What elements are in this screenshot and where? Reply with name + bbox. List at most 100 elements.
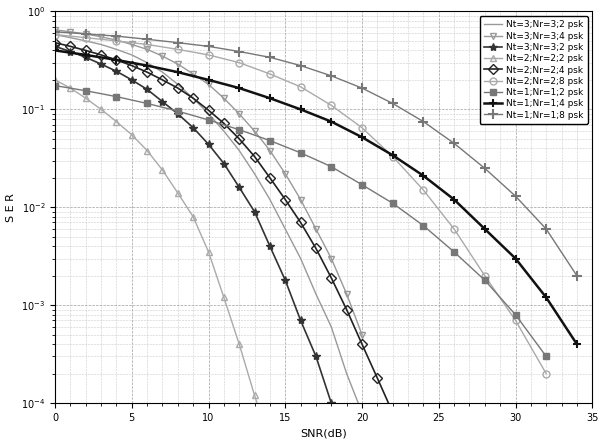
- Nt=1;Nr=1;2 psk: [328, 164, 335, 169]
- Nt=1;Nr=1;8 psk: [451, 141, 458, 146]
- Nt=2;Nr=2;2 psk: [236, 341, 243, 347]
- Nt=2;Nr=2;2 psk: [266, 440, 274, 444]
- Nt=1;Nr=1;4 psk: [266, 95, 274, 101]
- Nt=3;Nr=3;2 psk: [97, 61, 104, 67]
- Nt=3;Nr=3;2 psk: [297, 318, 304, 323]
- Nt=1;Nr=1;2 psk: [512, 312, 519, 317]
- Nt=1;Nr=1;2 psk: [144, 101, 151, 106]
- Nt=3;Nr=3;2 psk: [51, 32, 59, 37]
- Nt=3;Nr=3;2 psk: [174, 111, 181, 116]
- Nt=2;Nr=2;2 psk: [67, 85, 74, 91]
- Nt=2;Nr=2;4 psk: [67, 44, 74, 49]
- Nt=3;Nr=3;4 psk: [174, 61, 181, 67]
- Nt=1;Nr=1;4 psk: [328, 119, 335, 124]
- Nt=2;Nr=2;2 psk: [51, 77, 59, 83]
- Nt=3;Nr=3;2 psk: [51, 44, 59, 49]
- Nt=2;Nr=2;2 psk: [144, 148, 151, 153]
- Nt=1;Nr=1;4 psk: [481, 226, 489, 232]
- Nt=3;Nr=3;4 psk: [97, 34, 104, 40]
- Nt=3;Nr=3;2 psk: [174, 82, 181, 87]
- Nt=1;Nr=1;8 psk: [358, 85, 365, 91]
- Nt=1;Nr=1;4 psk: [573, 341, 580, 347]
- Nt=2;Nr=2;4 psk: [174, 85, 181, 91]
- Nt=2;Nr=2;8 psk: [328, 103, 335, 108]
- Nt=1;Nr=1;8 psk: [174, 40, 181, 45]
- Nt=3;Nr=3;4 psk: [190, 71, 197, 77]
- Nt=1;Nr=1;4 psk: [144, 63, 151, 68]
- Nt=1;Nr=1;2 psk: [82, 88, 89, 93]
- Nt=2;Nr=2;8 psk: [420, 187, 427, 193]
- Nt=2;Nr=2;8 psk: [451, 226, 458, 232]
- Nt=3;Nr=3;2 psk: [190, 95, 197, 101]
- Nt=3;Nr=3;4 psk: [266, 148, 274, 153]
- Nt=1;Nr=1;8 psk: [389, 101, 396, 106]
- Line: Nt=2;Nr=2;8 psk: Nt=2;Nr=2;8 psk: [51, 31, 550, 377]
- Nt=3;Nr=3;4 psk: [128, 42, 135, 47]
- Nt=2;Nr=2;2 psk: [251, 393, 258, 398]
- Nt=1;Nr=1;4 psk: [82, 52, 89, 58]
- Nt=3;Nr=3;4 psk: [51, 27, 59, 32]
- Nt=3;Nr=3;2 psk: [82, 38, 89, 44]
- Nt=1;Nr=1;4 psk: [51, 48, 59, 53]
- Nt=3;Nr=3;2 psk: [205, 111, 212, 116]
- Nt=2;Nr=2;2 psk: [205, 249, 212, 254]
- Nt=2;Nr=2;8 psk: [174, 47, 181, 52]
- Nt=3;Nr=3;4 psk: [159, 53, 166, 59]
- Nt=1;Nr=1;4 psk: [389, 153, 396, 158]
- Nt=3;Nr=3;4 psk: [328, 256, 335, 261]
- Nt=1;Nr=1;4 psk: [512, 256, 519, 261]
- Nt=3;Nr=3;4 psk: [358, 332, 365, 337]
- Nt=3;Nr=3;4 psk: [82, 31, 89, 36]
- Nt=3;Nr=3;4 psk: [297, 197, 304, 202]
- Nt=2;Nr=2;2 psk: [97, 107, 104, 112]
- Nt=1;Nr=1;2 psk: [297, 150, 304, 155]
- Nt=2;Nr=2;4 psk: [190, 95, 197, 101]
- Nt=1;Nr=1;8 psk: [420, 119, 427, 124]
- Nt=3;Nr=3;2 psk: [159, 99, 166, 104]
- Nt=1;Nr=1;2 psk: [481, 278, 489, 283]
- Nt=2;Nr=2;4 psk: [144, 70, 151, 75]
- Nt=2;Nr=2;4 psk: [343, 307, 350, 313]
- Nt=2;Nr=2;8 psk: [542, 371, 550, 377]
- Nt=1;Nr=1;8 psk: [144, 36, 151, 42]
- Nt=2;Nr=2;4 psk: [374, 376, 381, 381]
- Nt=3;Nr=3;2 psk: [281, 278, 289, 283]
- Nt=3;Nr=3;4 psk: [312, 226, 320, 232]
- Nt=1;Nr=1;8 psk: [113, 33, 120, 39]
- Nt=3;Nr=3;2 psk: [113, 47, 120, 52]
- Nt=1;Nr=1;2 psk: [389, 201, 396, 206]
- Y-axis label: S E R: S E R: [5, 193, 16, 222]
- Nt=3;Nr=3;2 psk: [328, 400, 335, 406]
- Line: Nt=3;Nr=3;2 psk: Nt=3;Nr=3;2 psk: [55, 35, 362, 412]
- Line: Nt=3;Nr=3;4 psk: Nt=3;Nr=3;4 psk: [51, 26, 365, 338]
- Nt=3;Nr=3;2 psk: [144, 60, 151, 65]
- Nt=2;Nr=2;4 psk: [205, 107, 212, 113]
- Nt=2;Nr=2;8 psk: [236, 60, 243, 65]
- Nt=2;Nr=2;4 psk: [358, 341, 365, 347]
- X-axis label: SNR(dB): SNR(dB): [300, 428, 347, 438]
- Nt=1;Nr=1;4 psk: [174, 70, 181, 75]
- Nt=3;Nr=3;2 psk: [190, 125, 197, 131]
- Line: Nt=2;Nr=2;2 psk: Nt=2;Nr=2;2 psk: [51, 76, 274, 444]
- Nt=1;Nr=1;4 psk: [236, 85, 243, 91]
- Nt=3;Nr=3;2 psk: [67, 35, 74, 40]
- Nt=3;Nr=3;2 psk: [97, 42, 104, 47]
- Nt=3;Nr=3;4 psk: [281, 171, 289, 176]
- Nt=3;Nr=3;2 psk: [67, 49, 74, 54]
- Nt=2;Nr=2;4 psk: [113, 57, 120, 63]
- Nt=3;Nr=3;2 psk: [266, 197, 274, 202]
- Nt=1;Nr=1;8 psk: [328, 73, 335, 79]
- Nt=1;Nr=1;2 psk: [113, 94, 120, 99]
- Nt=1;Nr=1;2 psk: [236, 127, 243, 132]
- Nt=3;Nr=3;2 psk: [312, 291, 320, 297]
- Nt=3;Nr=3;4 psk: [205, 82, 212, 87]
- Nt=3;Nr=3;2 psk: [236, 148, 243, 153]
- Nt=3;Nr=3;2 psk: [128, 77, 135, 83]
- Nt=1;Nr=1;2 psk: [542, 354, 550, 359]
- Nt=3;Nr=3;2 psk: [236, 185, 243, 190]
- Nt=3;Nr=3;2 psk: [82, 55, 89, 60]
- Nt=1;Nr=1;4 psk: [205, 77, 212, 83]
- Line: Nt=2;Nr=2;4 psk: Nt=2;Nr=2;4 psk: [51, 39, 519, 444]
- Nt=3;Nr=3;2 psk: [159, 70, 166, 75]
- Nt=2;Nr=2;8 psk: [512, 318, 519, 323]
